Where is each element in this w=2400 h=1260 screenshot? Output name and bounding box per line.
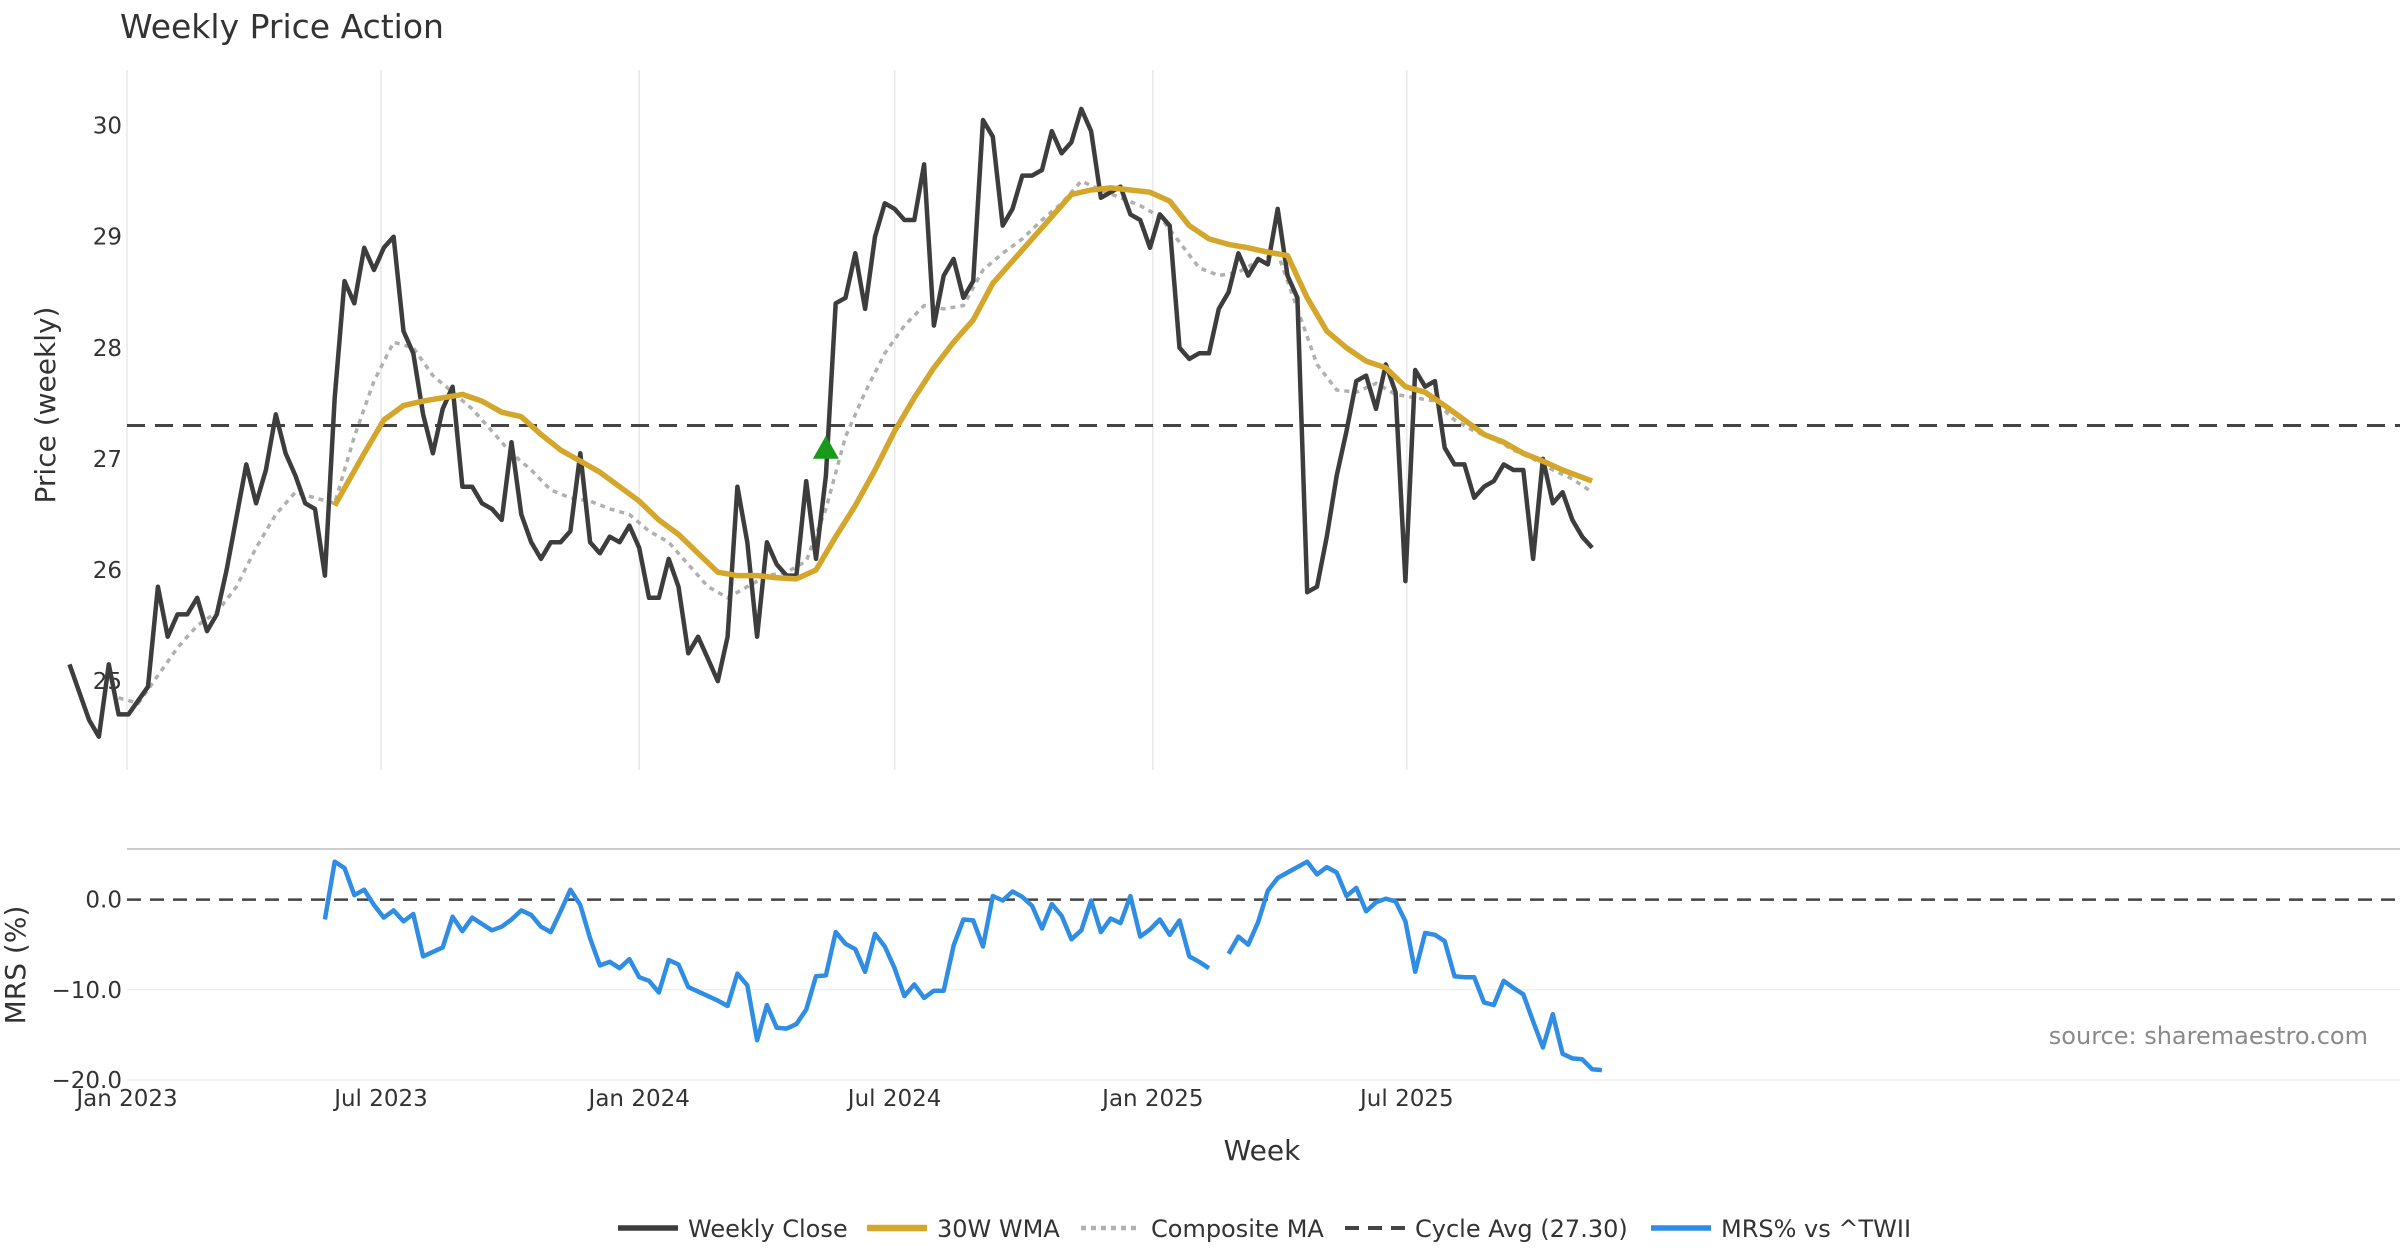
mrs-y-tick-label: 0.0	[85, 888, 122, 914]
price-gridlines	[126, 70, 1408, 770]
price-series	[67, 106, 2400, 739]
x-tick-label: Jul 2024	[846, 1086, 942, 1112]
price-y-tick-label: 29	[93, 225, 122, 251]
source-annotation: source: sharemaestro.com	[2049, 1022, 2368, 1050]
x-tick-label: Jul 2025	[1358, 1086, 1454, 1112]
x-tick-label: Jul 2023	[332, 1086, 428, 1112]
price-y-tick-label: 26	[93, 558, 122, 584]
composite-ma-line	[118, 178, 1594, 706]
mrs-y-ticks: 0.0 −10.0 −20.0	[52, 888, 122, 1094]
legend-label: Cycle Avg (27.30)	[1415, 1215, 1628, 1243]
weekly-close-line	[67, 106, 1594, 739]
mrs-line-segment-1	[1226, 859, 1603, 1073]
wma-30w-line	[332, 185, 1594, 582]
x-tick-label: Jan 2023	[74, 1086, 177, 1112]
mrs-y-tick-label: −10.0	[52, 978, 122, 1004]
chart-title: Weekly Price Action	[120, 7, 444, 46]
x-axis-label: Week	[1224, 1134, 1301, 1167]
mrs-y-axis-label: MRS (%)	[0, 906, 32, 1025]
legend-label: Composite MA	[1151, 1215, 1324, 1243]
mrs-y-tick-label: −20.0	[52, 1068, 122, 1094]
mrs-series	[127, 859, 2400, 1073]
x-ticks: Jan 2023 Jul 2023 Jan 2024 Jul 2024 Jan 2025…	[74, 1086, 1453, 1112]
buy-signal-marker	[812, 435, 839, 459]
legend: Weekly Close 30W WMA Composite MA Cycle Avg…	[618, 1215, 1911, 1243]
x-tick-label: Jan 2024	[587, 1086, 690, 1112]
mrs-line-segment-0	[322, 859, 1211, 1043]
price-y-tick-label: 28	[93, 336, 122, 362]
mrs-gridlines	[127, 848, 2400, 1081]
x-tick-label: Jan 2025	[1100, 1086, 1203, 1112]
legend-label: 30W WMA	[937, 1215, 1060, 1243]
price-y-tick-label: 30	[93, 114, 122, 140]
legend-label: Weekly Close	[688, 1215, 848, 1243]
price-y-axis-label: Price (weekly)	[29, 307, 62, 504]
legend-label: MRS% vs ^TWII	[1721, 1215, 1911, 1243]
price-y-tick-label: 27	[93, 447, 122, 473]
